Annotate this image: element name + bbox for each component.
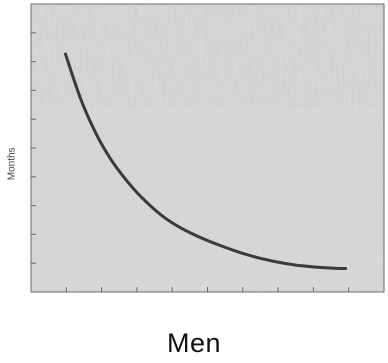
chart-caption: Men <box>166 328 222 358</box>
y-axis-title: Months <box>7 147 18 180</box>
x-axis-ticks <box>30 287 385 292</box>
series-line <box>64 52 348 270</box>
y-axis-ticks <box>31 3 36 293</box>
plot-dark-band <box>31 4 384 109</box>
